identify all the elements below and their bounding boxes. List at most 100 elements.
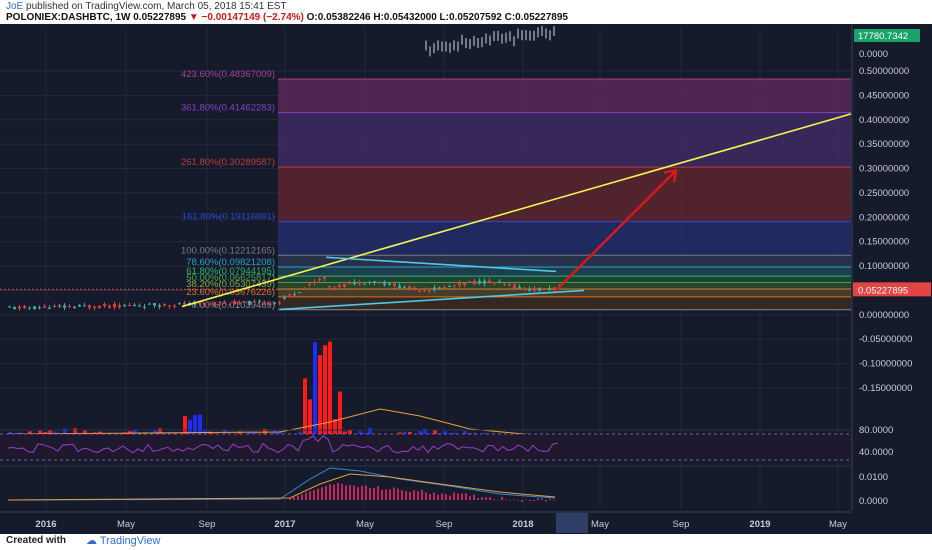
macd-pane (0, 465, 852, 502)
candle-body (283, 296, 286, 299)
macd-hist (325, 485, 327, 500)
volume-bar (308, 399, 312, 439)
candle-body (8, 306, 11, 308)
candle-body (93, 306, 96, 308)
macd-hist (509, 500, 511, 501)
macd-hist (505, 499, 507, 500)
chart-svg[interactable]: 423.60%(0.48367009) 361.80%(0.41462283) 26… (0, 24, 932, 534)
volume-bar (198, 414, 202, 439)
candle-body (478, 280, 481, 284)
red-arrow-head (663, 169, 678, 183)
candle-body (403, 287, 406, 289)
fib-zone (278, 167, 851, 222)
rsi-band (0, 434, 852, 460)
volume-bar (318, 355, 322, 439)
macd-hist (425, 492, 427, 500)
macd-hist (309, 491, 311, 500)
candle-body (313, 281, 316, 284)
candle-body (168, 305, 171, 307)
macd-tick-label: 0.0000 (859, 496, 888, 507)
candle-body (508, 284, 511, 286)
yellow-trendline (181, 113, 852, 308)
candle-body (493, 282, 496, 284)
chart-area[interactable]: 423.60%(0.48367009) 361.80%(0.41462283) 26… (0, 24, 932, 534)
macd-hist (537, 498, 539, 500)
candle-body (103, 304, 106, 307)
candle-body (98, 305, 101, 308)
triangle-bottom-line (279, 289, 585, 311)
candle-body (543, 288, 546, 290)
chart-header: JoE published on TradingView.com, March … (0, 0, 932, 24)
candle-body (288, 294, 291, 296)
time-tick-label: Sep (436, 519, 453, 530)
candle-body (133, 304, 136, 306)
fib-zone (278, 276, 851, 283)
candle-body (348, 282, 351, 284)
price-tick-label: 0.20000000 (859, 212, 909, 223)
candle-body (413, 287, 416, 289)
last-price: 0.05227895 (133, 12, 187, 23)
candle-body (118, 305, 121, 308)
fib-label: 100.00%(0.12212165) (181, 245, 275, 256)
low-value: L:0.05207592 (439, 12, 502, 23)
macd-hist (413, 490, 415, 500)
volume-bar (338, 391, 342, 439)
fib-label: 61.80%(0.07944195) (186, 266, 275, 277)
axis-bg (852, 24, 932, 510)
candle-body (158, 305, 161, 307)
candle-body (498, 281, 501, 283)
footer: Created with ☁ TradingView (0, 534, 932, 550)
author-link[interactable]: JoE (6, 1, 24, 12)
candle-body (183, 302, 186, 305)
candle-body (483, 280, 486, 284)
macd-hist (493, 498, 495, 500)
created-with-label: Created with (6, 535, 67, 546)
price-tick-label: -0.10000000 (859, 359, 912, 370)
candle-body (48, 307, 51, 309)
macd-hist (361, 485, 363, 500)
inset-chart (425, 26, 555, 57)
macd-hist (433, 492, 435, 500)
candle-body (243, 301, 246, 303)
candle-body (393, 283, 396, 286)
candle-body (438, 287, 441, 289)
candle-body (358, 281, 361, 285)
candle-body (338, 284, 341, 288)
price-tick-label: 0.10000000 (859, 261, 909, 272)
price-tick-label: 0.00000000 (859, 310, 909, 321)
macd-hist (517, 500, 519, 501)
candle-body (203, 303, 206, 305)
candle-body (268, 303, 271, 305)
candle-body (253, 301, 256, 303)
candle-body (263, 303, 266, 305)
macd-hist (381, 489, 383, 500)
candle-body (23, 305, 26, 308)
macd-hist (473, 494, 475, 500)
high-value: H:0.05432000 (373, 12, 437, 23)
macd-hist (373, 487, 375, 500)
price-axis: 0.50000000 0.45000000 0.40000000 0.35000000… (851, 24, 932, 510)
macd-hist (301, 494, 303, 500)
macd-hist (441, 493, 443, 500)
time-tick-label: 2019 (749, 519, 770, 530)
macd-hist (417, 491, 419, 500)
candle-body (428, 290, 431, 292)
candle-body (128, 305, 131, 307)
candle-body (143, 306, 146, 308)
macd-hist (345, 485, 347, 500)
macd-hist (401, 490, 403, 500)
fib-zone (278, 78, 851, 113)
candle-body (138, 305, 141, 307)
macd-hist (469, 496, 471, 500)
red-arrow-line (555, 169, 677, 292)
candle-body (468, 281, 471, 283)
candle-body (83, 305, 86, 307)
candle-body (523, 288, 526, 290)
volume-bar (183, 416, 187, 439)
candle-body (518, 286, 521, 289)
time-tick-label: 2016 (35, 519, 56, 530)
macd-hist (393, 487, 395, 500)
macd-hist (437, 494, 439, 500)
tradingview-logo[interactable]: ☁ TradingView (86, 535, 161, 547)
candle-body (163, 303, 166, 306)
